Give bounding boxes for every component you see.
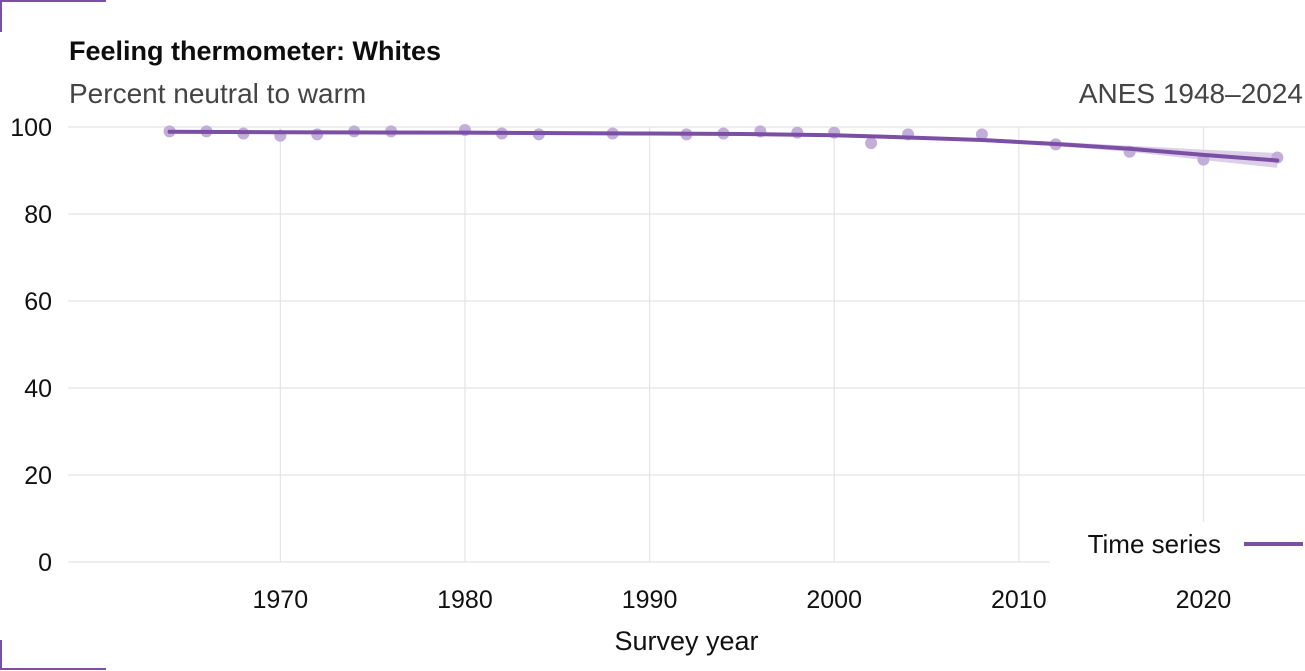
chart-title: Feeling thermometer: Whites — [69, 36, 442, 66]
data-point — [975, 128, 988, 141]
y-tick-label: 100 — [10, 114, 52, 142]
chart-subtitle: Percent neutral to warm — [69, 78, 367, 109]
axes: 0 20 40 60 80 100 1970 1980 1990 2000 2010 2020 Surv… — [10, 114, 1231, 656]
x-tick-label: 1970 — [253, 586, 309, 614]
y-tick-label: 80 — [24, 201, 52, 229]
corner-accent-bottom — [0, 640, 106, 670]
grid — [68, 126, 1305, 563]
corner-accent-top — [0, 0, 106, 32]
data-point — [865, 137, 878, 150]
data-points — [163, 124, 1284, 166]
trend-line — [167, 129, 1280, 163]
x-axis-title: Survey year — [614, 626, 758, 656]
y-tick-label: 20 — [24, 462, 52, 490]
legend-label: Time series — [1088, 529, 1221, 559]
x-tick-label: 2010 — [991, 586, 1047, 614]
legend: Time series — [1050, 522, 1305, 567]
y-tick-label: 60 — [24, 288, 52, 316]
y-tick-label: 40 — [24, 375, 52, 403]
x-tick-label: 1990 — [622, 586, 678, 614]
trend-line-group — [167, 129, 1280, 163]
chart-source: ANES 1948–2024 — [1078, 78, 1303, 109]
x-tick-label: 1980 — [437, 586, 493, 614]
data-point — [311, 128, 324, 141]
x-tick-label: 2020 — [1176, 586, 1232, 614]
y-tick-label: 0 — [38, 549, 52, 577]
data-point — [791, 126, 804, 139]
x-tick-label: 2000 — [806, 586, 862, 614]
